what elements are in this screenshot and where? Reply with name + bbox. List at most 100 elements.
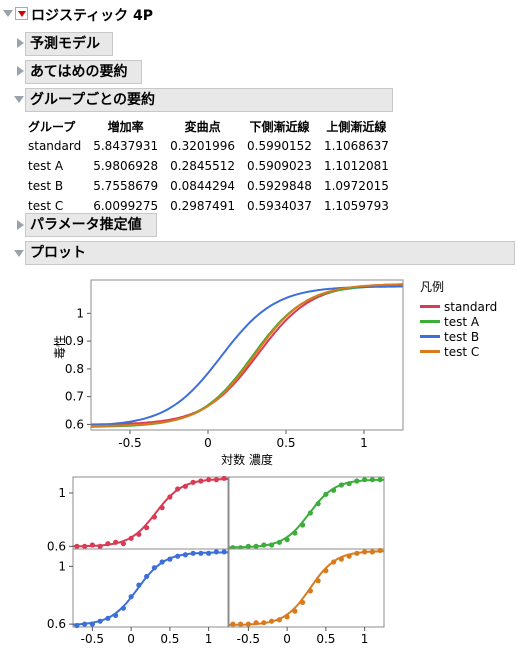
data-point: [331, 559, 337, 565]
table-row: test C 6.0099275 0.2987491 0.5934037 1.1…: [26, 196, 399, 216]
data-point: [97, 618, 103, 624]
data-point: [369, 549, 375, 555]
data-point: [315, 501, 321, 507]
y-tick-label: 0.9: [65, 334, 84, 348]
fitted-curves-chart: -0.5 0 0.5 1 0.6 0.7 0.8 0.9 1 対数 濃度 毒性: [53, 279, 404, 467]
data-point: [105, 541, 111, 547]
table-header-row: グループ 増加率 変曲点 下側漸近線 上側漸近線: [26, 116, 399, 136]
data-point: [284, 614, 290, 620]
data-point: [206, 477, 212, 483]
table-cell: 0.5934037: [247, 199, 312, 213]
section-param-est[interactable]: パラメータ推定値: [25, 213, 157, 237]
data-point: [331, 487, 337, 493]
legend-item-standard[interactable]: standard: [420, 300, 497, 314]
y-tick-label: 0.7: [65, 390, 84, 404]
col-header: 変曲点: [184, 119, 221, 134]
data-point: [323, 568, 329, 574]
table-cell: 0.5990152: [247, 139, 312, 153]
collapse-icon[interactable]: [3, 10, 13, 17]
y-tick-label: 0.8: [65, 362, 84, 376]
data-point: [346, 553, 352, 559]
section-plot[interactable]: プロット: [25, 241, 515, 265]
data-point: [74, 543, 80, 549]
data-point: [338, 556, 344, 562]
legend-item-test-b[interactable]: test B: [420, 330, 479, 344]
legend-title: 凡例: [420, 280, 445, 294]
data-point: [198, 550, 204, 556]
table-cell: 0.5909023: [247, 159, 312, 173]
table-cell: 1.1012081: [323, 159, 389, 173]
data-point: [377, 547, 383, 554]
data-point: [292, 530, 298, 536]
data-point: [369, 477, 375, 483]
legend-item-test-a[interactable]: test A: [420, 315, 479, 329]
data-point: [82, 621, 88, 627]
data-point: [151, 514, 157, 520]
data-point: [136, 531, 142, 537]
data-point: [105, 615, 111, 621]
data-point: [315, 578, 321, 584]
y-tick-label: 0.6: [47, 539, 66, 553]
panel-test-a: [228, 476, 385, 550]
data-point: [261, 542, 267, 548]
expand-icon[interactable]: [17, 66, 24, 76]
panel-test-c: [228, 548, 385, 628]
data-point: [159, 505, 165, 511]
x-tick-label: -0.5: [118, 436, 141, 450]
table-cell: 5.7558679: [93, 179, 159, 193]
data-point: [198, 478, 204, 484]
data-point: [253, 543, 259, 549]
data-point: [190, 550, 196, 556]
data-point: [82, 543, 88, 549]
data-point: [307, 588, 313, 594]
data-point: [221, 549, 227, 555]
data-point: [307, 510, 313, 516]
data-point: [261, 620, 267, 626]
data-point: [323, 491, 329, 497]
legend-item-test-c[interactable]: test C: [420, 345, 479, 359]
table-cell: 5.9806928: [93, 159, 159, 173]
y-tick-label: 1: [76, 306, 84, 320]
data-point: [284, 537, 290, 543]
table-cell: 5.8437931: [93, 139, 159, 153]
table-cell: 1.1068637: [323, 139, 389, 153]
data-point: [377, 477, 383, 483]
section-fit-summary[interactable]: あてはめの要約: [25, 60, 142, 84]
x-tick-label: 0.5: [276, 436, 295, 450]
series-line-test-c: [91, 283, 403, 427]
data-point: [245, 621, 251, 627]
data-point: [159, 559, 165, 565]
data-point: [89, 621, 95, 627]
data-point: [167, 494, 173, 500]
data-point: [354, 550, 360, 556]
data-point: [221, 476, 227, 481]
red-triangle-menu-icon[interactable]: [15, 7, 28, 20]
collapse-icon[interactable]: [14, 96, 24, 103]
x-axis-label: 対数 濃度: [221, 452, 273, 467]
data-point: [300, 599, 306, 606]
x-tick-label: 1: [361, 632, 369, 646]
data-point: [175, 486, 181, 492]
table-cell: test A: [28, 159, 64, 173]
group-panels-chart: 0.6 1 0.6 1 -0.5 0 0.5 1 -0.5 0 0.5 1: [47, 476, 385, 646]
section-pred-model[interactable]: 予測モデル: [25, 32, 113, 56]
data-point: [128, 594, 134, 600]
x-tick-label: 0.5: [160, 632, 179, 646]
col-header: グループ: [28, 119, 76, 134]
y-tick-label: 1: [58, 486, 66, 500]
data-point: [128, 535, 134, 541]
panel-test-b: [72, 548, 229, 628]
collapse-icon[interactable]: [14, 250, 24, 257]
data-point: [120, 605, 126, 611]
section-group-summary[interactable]: グループごとの要約: [25, 88, 393, 112]
data-point: [151, 565, 157, 571]
data-point: [245, 543, 251, 549]
data-point: [182, 552, 188, 558]
expand-icon[interactable]: [17, 220, 24, 230]
data-point: [230, 621, 236, 627]
data-point: [97, 543, 103, 549]
expand-icon[interactable]: [17, 38, 24, 48]
data-point: [300, 522, 306, 528]
data-point: [89, 542, 95, 548]
data-point: [269, 542, 275, 548]
